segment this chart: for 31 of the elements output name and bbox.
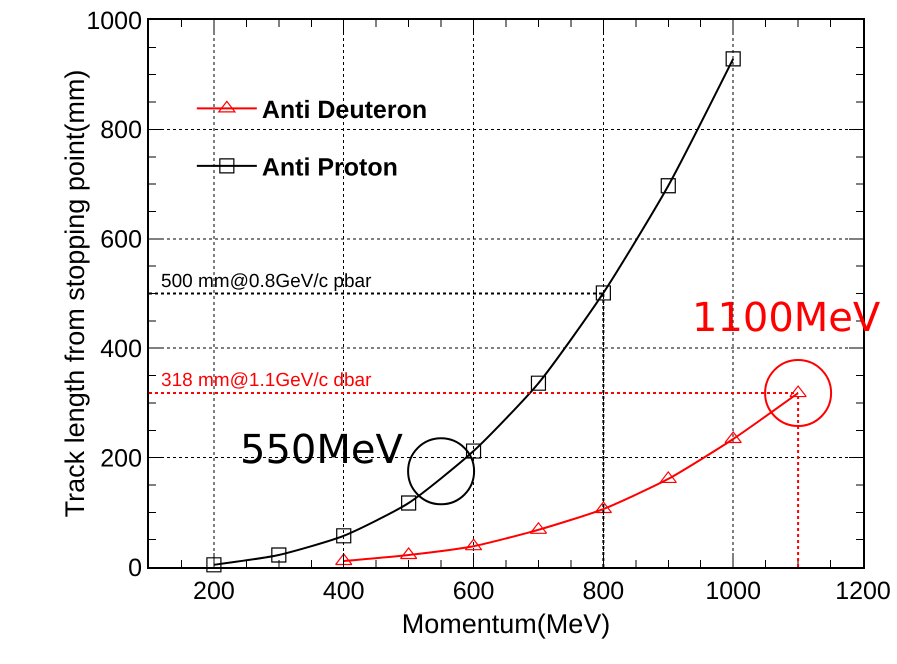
annotation: 550MeV bbox=[240, 427, 404, 473]
x-tick-label: 1000 bbox=[705, 577, 761, 605]
y-tick-label: 0 bbox=[128, 554, 142, 582]
legend-label: Anti Proton bbox=[262, 154, 398, 182]
x-tick-label: 600 bbox=[452, 577, 494, 605]
x-tick-label: 1200 bbox=[835, 577, 891, 605]
y-tick-label: 200 bbox=[100, 444, 142, 472]
point bbox=[335, 553, 352, 566]
y-tick-label: 400 bbox=[100, 334, 142, 363]
point bbox=[271, 547, 286, 563]
x-tick-label: 400 bbox=[322, 577, 365, 605]
point bbox=[530, 376, 546, 391]
point bbox=[660, 178, 676, 194]
ref-line-label: 318 mm@1.1GeV/c dbar bbox=[161, 370, 372, 391]
point bbox=[466, 443, 482, 459]
ref-line-label: 500 mm@0.8GeV/c pbar bbox=[161, 271, 372, 292]
x-axis-title: Momentum(MeV) bbox=[402, 608, 610, 639]
x-tick-label: 800 bbox=[582, 577, 624, 605]
point bbox=[336, 528, 352, 544]
point bbox=[660, 471, 677, 484]
point bbox=[724, 431, 742, 444]
y-tick-label: 800 bbox=[100, 116, 142, 144]
x-tick-label: 200 bbox=[193, 577, 235, 605]
legend-label: Anti Deuteron bbox=[262, 96, 428, 124]
y-tick-label: 1000 bbox=[86, 6, 142, 35]
point bbox=[596, 285, 611, 301]
y-tick-label: 600 bbox=[100, 226, 142, 254]
point bbox=[726, 51, 741, 66]
point bbox=[401, 495, 416, 511]
point bbox=[206, 557, 222, 572]
y-axis-title: Track length from stopping point(mm) bbox=[60, 70, 90, 518]
